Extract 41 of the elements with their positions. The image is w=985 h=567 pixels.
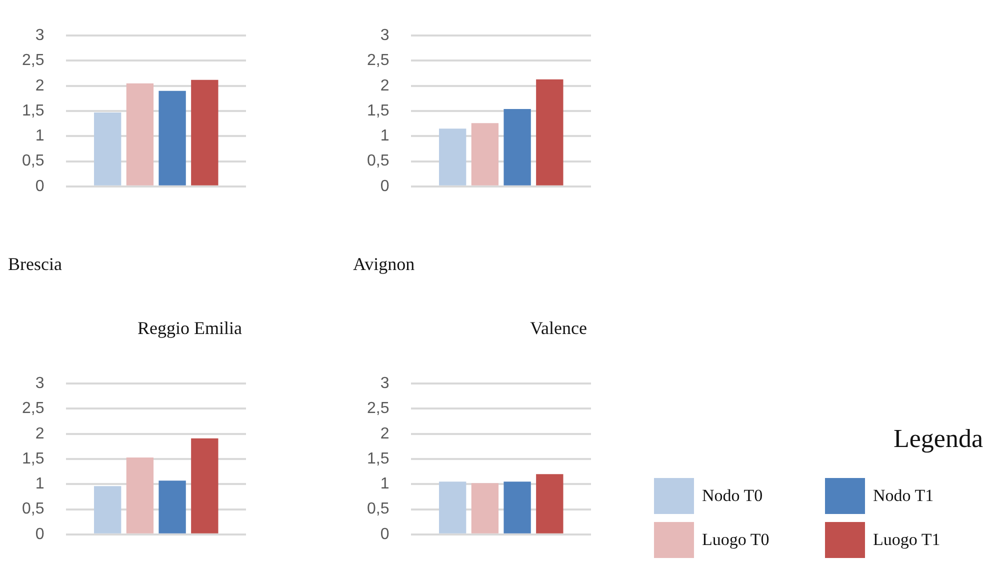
y-tick-label: 2,5 bbox=[22, 52, 44, 70]
y-tick-label: 2,5 bbox=[366, 400, 390, 418]
y-tick-label: 3 bbox=[380, 375, 390, 392]
y-tick-label: 1 bbox=[380, 476, 390, 493]
chart-title: Reggio Emilia bbox=[138, 318, 242, 339]
legend-label: Nodo T1 bbox=[873, 486, 934, 506]
y-tick-label: 0,5 bbox=[366, 500, 390, 518]
y-tick-label: 0 bbox=[35, 526, 44, 543]
legend-title: Legenda bbox=[893, 424, 984, 453]
bar bbox=[471, 483, 499, 534]
y-tick-label: 2 bbox=[35, 425, 44, 442]
text: Brescia bbox=[8, 254, 62, 275]
y-tick-label: 2 bbox=[380, 425, 390, 442]
y-tick-label: 0,5 bbox=[22, 500, 44, 518]
y-tick-label: 1 bbox=[380, 128, 390, 145]
y-tick-label: 0,5 bbox=[22, 152, 44, 170]
y-tick-label: 2,5 bbox=[366, 52, 390, 70]
text: Avignon bbox=[353, 254, 415, 275]
chart-title: Valence bbox=[530, 318, 587, 339]
y-tick-label: 3 bbox=[380, 27, 390, 44]
y-tick-label: 3 bbox=[35, 375, 44, 392]
legend-label: Nodo T0 bbox=[702, 486, 763, 506]
y-tick-label: 0 bbox=[380, 526, 390, 543]
y-tick-label: 0 bbox=[380, 178, 390, 195]
y-tick-label: 2 bbox=[35, 77, 44, 94]
legend-label: Luogo T1 bbox=[873, 530, 940, 550]
y-tick-label: 1,5 bbox=[366, 102, 390, 120]
y-tick-label: 1,5 bbox=[22, 102, 44, 120]
y-tick-label: 1 bbox=[35, 128, 44, 145]
bar bbox=[536, 474, 564, 534]
bar bbox=[504, 482, 531, 534]
legend-label: Luogo T0 bbox=[702, 530, 770, 550]
y-tick-label: 1,5 bbox=[366, 450, 390, 468]
y-tick-label: 1 bbox=[35, 476, 44, 493]
y-tick-label: 3 bbox=[35, 27, 44, 44]
bar bbox=[438, 482, 466, 534]
y-tick-label: 2 bbox=[380, 77, 390, 94]
y-tick-label: 1,5 bbox=[22, 450, 44, 468]
y-tick-label: 0,5 bbox=[366, 152, 390, 170]
y-tick-label: 2,5 bbox=[22, 400, 44, 418]
y-tick-label: 0 bbox=[35, 178, 44, 195]
